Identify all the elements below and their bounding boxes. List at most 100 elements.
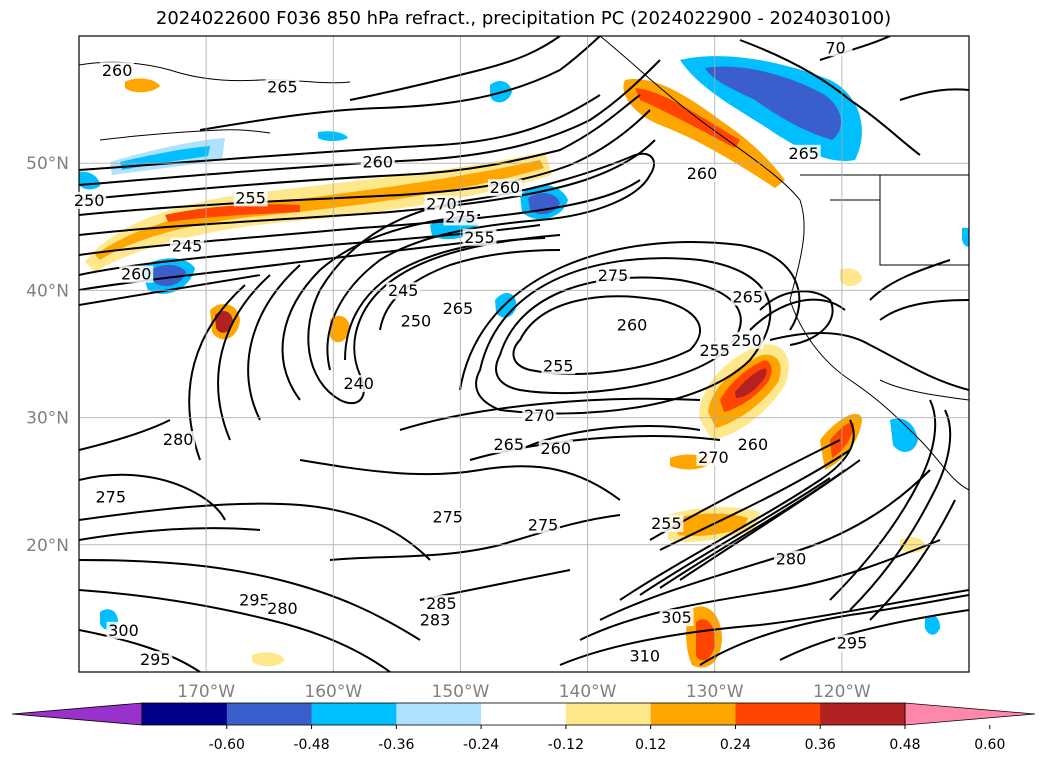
colorbar-tick-label: 0.12 — [635, 737, 666, 753]
contour-line — [559, 589, 969, 666]
colorbar-segment — [565, 703, 652, 725]
contour-label: 255 — [464, 228, 495, 247]
contour-label: 295 — [239, 590, 270, 609]
precip-blob-coast-pos-core — [635, 88, 740, 148]
precip-blob-small-5 — [890, 418, 918, 452]
contour-label: 280 — [776, 550, 807, 569]
contour-label: 295 — [140, 650, 171, 669]
contour-label-bg — [360, 153, 395, 171]
contour-line — [79, 589, 391, 672]
precip-blob-small-10 — [252, 652, 285, 667]
precip-blob-small-16 — [962, 227, 969, 247]
colorbar-tick-label: 0.48 — [889, 737, 920, 753]
colorbar-tick-label: 0.24 — [720, 737, 751, 753]
colorbar-tick-label: -0.36 — [378, 737, 414, 753]
contour-label: 260 — [102, 61, 133, 80]
contour-line — [79, 527, 261, 541]
contour-label-bg — [170, 237, 205, 255]
contour-line — [79, 94, 641, 201]
coastline-aleutians — [99, 129, 271, 141]
contour-label-bg — [786, 144, 821, 162]
contour-label-bg — [729, 331, 764, 349]
y-tick-label: 50°N — [26, 154, 69, 174]
contour-line — [344, 237, 546, 361]
precip-shading-layer — [79, 56, 969, 668]
contour-label: 250 — [401, 312, 432, 331]
contour-label-bg — [398, 312, 433, 330]
contour-label-bg — [730, 288, 765, 306]
contour-line — [281, 214, 481, 401]
colorbar-segment — [226, 703, 313, 725]
contour-label-bg — [774, 550, 808, 568]
contour-line — [79, 473, 226, 521]
border-state-1 — [879, 175, 969, 266]
chart-title: 2024022600 F036 850 hPa refract., precip… — [155, 8, 892, 29]
contour-label: 260 — [363, 153, 394, 172]
contour-label: 245 — [388, 281, 419, 300]
contour-line — [659, 449, 851, 551]
contour-label: 300 — [108, 621, 139, 640]
y-tick-label: 40°N — [26, 281, 69, 301]
contour-line — [459, 241, 801, 391]
contour-label-bg — [596, 266, 630, 284]
contour-label: 255 — [543, 356, 574, 375]
contour-line — [79, 502, 431, 561]
contour-label: 260 — [490, 178, 521, 197]
contour-label: 310 — [630, 646, 661, 665]
contour-label-bg — [538, 439, 573, 457]
contour-label: 240 — [343, 374, 374, 393]
contour-label: 260 — [738, 435, 769, 454]
coastline-us-west — [789, 299, 969, 491]
contour-label-bg — [237, 591, 272, 609]
contour-line — [199, 36, 601, 131]
contour-label-bg — [526, 516, 561, 534]
colorbar-tick-label: -0.24 — [463, 737, 499, 753]
contour-line — [579, 539, 941, 641]
colorbar-segment — [142, 703, 228, 725]
contour-line — [869, 259, 951, 301]
precip-blob-neg-west-core — [150, 264, 186, 287]
precip-blob-jet-west-core — [95, 160, 544, 260]
colorbar-segment — [311, 703, 397, 725]
contour-label: 255 — [235, 188, 266, 207]
contour-label: 265 — [493, 435, 524, 454]
colorbar-tick-label: -0.60 — [209, 737, 245, 753]
precip-blob-small-8 — [840, 268, 862, 286]
contour-label: 285 — [426, 594, 457, 613]
contour-label-bg — [265, 78, 300, 96]
contour-line — [247, 264, 301, 421]
contour-line — [217, 274, 271, 441]
contour-line — [79, 94, 601, 171]
contour-line — [759, 290, 834, 346]
colorbar-segment — [396, 703, 482, 725]
contour-line — [79, 109, 651, 216]
contour-label: 283 — [420, 611, 451, 630]
contour-label-bg — [615, 316, 650, 334]
contour-label-bg — [685, 165, 719, 183]
contour-label-bg — [341, 375, 376, 393]
x-tick-label: 140°W — [559, 682, 617, 702]
contour-line — [619, 419, 855, 601]
contour-line — [869, 499, 956, 621]
contour-line — [79, 629, 201, 672]
contour-label-bg — [424, 595, 459, 613]
contour-line — [639, 477, 831, 596]
contour-line — [879, 299, 969, 321]
contour-label-bg — [541, 357, 576, 375]
contour-label: 250 — [74, 191, 105, 210]
contour-label-bg — [522, 406, 557, 424]
x-tick-label: 130°W — [686, 682, 744, 702]
contour-line — [739, 39, 921, 156]
contour-line — [307, 152, 655, 405]
y-axis-ticks: 20°N 30°N 40°N 50°N — [26, 154, 69, 556]
contour-line — [512, 295, 701, 375]
x-tick-label: 170°W — [177, 682, 235, 702]
colorbar-segment — [650, 703, 736, 725]
contour-line — [399, 397, 701, 431]
contour-label-bg — [697, 342, 732, 359]
contour-label: 275 — [445, 207, 476, 226]
y-tick-label: 30°N — [26, 409, 69, 429]
contour-label-bg — [418, 611, 452, 629]
contour-line — [829, 399, 937, 601]
